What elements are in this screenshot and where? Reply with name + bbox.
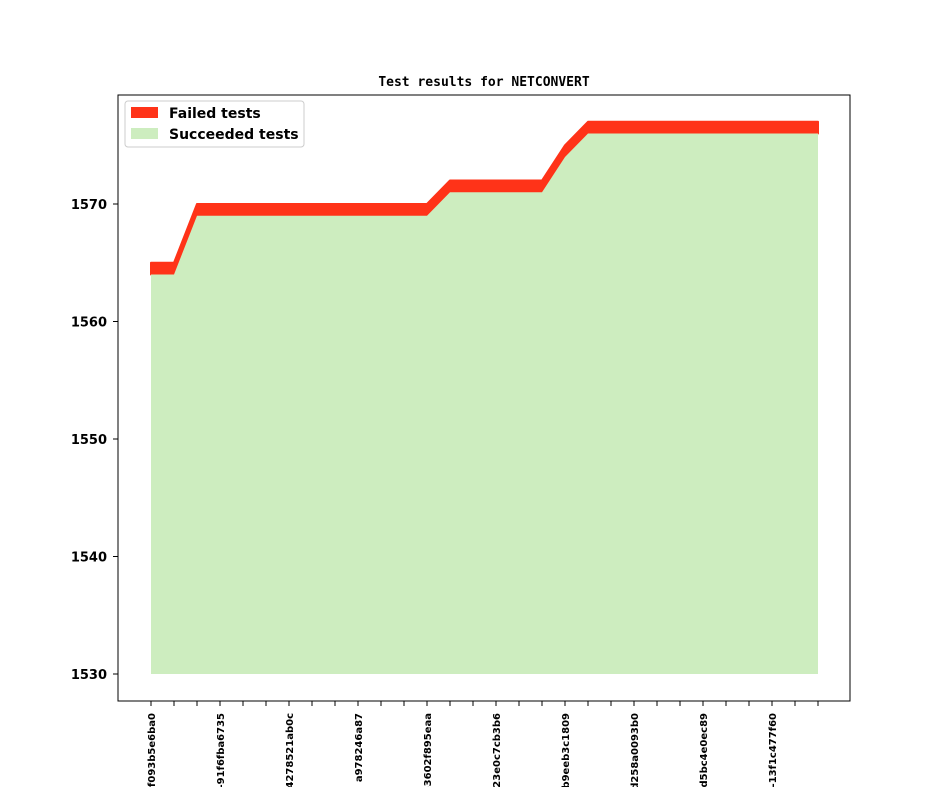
x-tick-label: -f093b5e6ba0 <box>147 713 158 787</box>
axes: 1530 1540 1550 1560 1570 -f093b5e6ba0 -91f6fba… <box>71 198 819 787</box>
x-tick-label: -91f6fba6735 <box>216 713 227 787</box>
legend-label-failed: Failed tests <box>169 106 261 122</box>
legend-swatch-failed <box>131 107 158 118</box>
legend-frame <box>124 100 305 148</box>
plot-frame <box>117 94 851 702</box>
x-tick-label: 4278521ab0c <box>285 713 296 787</box>
chart-title: Test results for NETCONVERT <box>378 75 589 90</box>
x-tick-label: 23e0c7cb3b6 <box>492 713 503 787</box>
x-tick-label: -d5bc4e0ec89 <box>699 713 710 787</box>
plot-area <box>150 120 819 674</box>
x-tick-label: b9eeb3c1809 <box>561 713 572 787</box>
x-tick-label: -13f1c477f60 <box>768 713 779 787</box>
y-tick-label: 1560 <box>71 316 107 331</box>
x-tick-label: -3602f895eaa <box>423 713 434 787</box>
y-tick-label: 1530 <box>71 668 107 683</box>
y-tick-label: 1550 <box>71 433 107 448</box>
x-tick-label: a978246a87 <box>354 713 365 782</box>
series-succeeded-tests-area <box>151 133 818 674</box>
legend: Failed tests Succeeded tests <box>124 100 305 148</box>
legend-swatch-succeeded <box>131 128 158 139</box>
y-tick-label: 1570 <box>71 198 107 213</box>
y-tick-label: 1540 <box>71 551 107 566</box>
x-tick-label: d258a0093b0 <box>630 713 641 787</box>
legend-label-succeeded: Succeeded tests <box>169 127 299 143</box>
